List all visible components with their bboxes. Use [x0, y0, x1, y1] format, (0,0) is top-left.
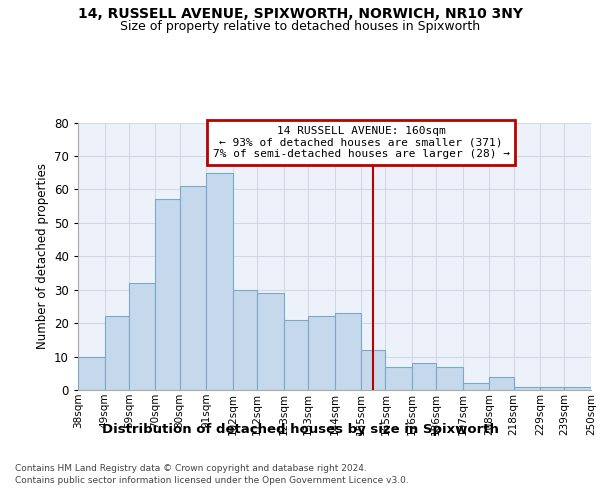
- Bar: [233, 290, 257, 390]
- Text: 14 RUSSELL AVENUE: 160sqm
← 93% of detached houses are smaller (371)
7% of semi-: 14 RUSSELL AVENUE: 160sqm ← 93% of detac…: [212, 126, 509, 159]
- Bar: [361, 350, 385, 390]
- Bar: [514, 386, 540, 390]
- Text: Distribution of detached houses by size in Spixworth: Distribution of detached houses by size …: [101, 422, 499, 436]
- Text: 14, RUSSELL AVENUE, SPIXWORTH, NORWICH, NR10 3NY: 14, RUSSELL AVENUE, SPIXWORTH, NORWICH, …: [77, 8, 523, 22]
- Bar: [129, 283, 155, 390]
- Bar: [308, 316, 335, 390]
- Text: Size of property relative to detached houses in Spixworth: Size of property relative to detached ho…: [120, 20, 480, 33]
- Bar: [385, 366, 412, 390]
- Bar: [463, 384, 490, 390]
- Bar: [104, 316, 129, 390]
- Bar: [565, 386, 591, 390]
- Bar: [436, 366, 463, 390]
- Y-axis label: Number of detached properties: Number of detached properties: [35, 163, 49, 349]
- Bar: [540, 386, 565, 390]
- Bar: [412, 363, 436, 390]
- Bar: [155, 200, 179, 390]
- Bar: [78, 356, 104, 390]
- Text: Contains HM Land Registry data © Crown copyright and database right 2024.: Contains HM Land Registry data © Crown c…: [15, 464, 367, 473]
- Bar: [257, 293, 284, 390]
- Bar: [206, 172, 233, 390]
- Bar: [490, 376, 514, 390]
- Text: Contains public sector information licensed under the Open Government Licence v3: Contains public sector information licen…: [15, 476, 409, 485]
- Bar: [335, 313, 361, 390]
- Bar: [284, 320, 308, 390]
- Bar: [179, 186, 206, 390]
